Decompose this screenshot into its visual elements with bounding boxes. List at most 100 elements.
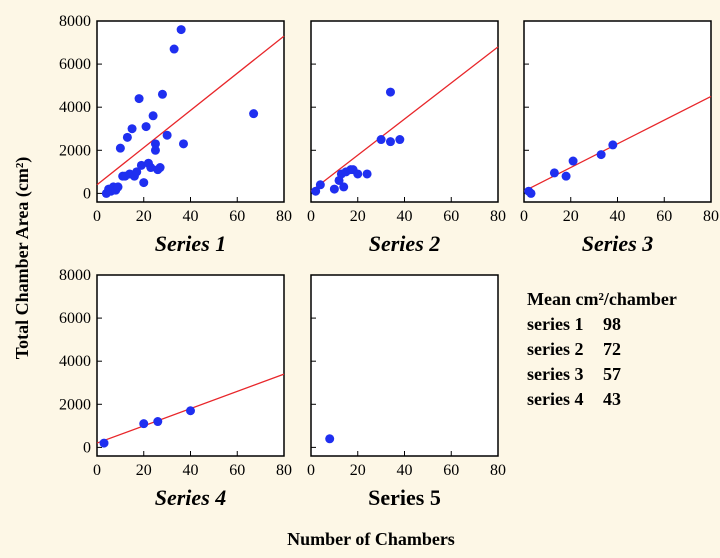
panel-title: Series 3 — [582, 231, 654, 256]
y-tick-label: 8000 — [59, 267, 91, 284]
data-point — [141, 122, 151, 132]
x-tick-label: 80 — [490, 208, 506, 225]
x-tick-label: 60 — [443, 208, 459, 225]
panel-series-4: 0 2000 4000 6000 8000 0 20 40 60 80 Series 4 — [59, 267, 292, 510]
x-tick-label: 0 — [307, 208, 315, 225]
plot-area — [310, 274, 499, 457]
data-point — [315, 180, 325, 190]
data-point — [134, 94, 144, 104]
x-tick-label: 20 — [350, 208, 366, 225]
x-tick-label: 20 — [563, 208, 579, 225]
x-tick-label: 0 — [93, 208, 101, 225]
x-tick-label: 0 — [307, 462, 315, 479]
x-tick-label: 80 — [276, 462, 292, 479]
x-tick-label: 0 — [520, 208, 528, 225]
y-tick-label: 2000 — [59, 142, 91, 159]
data-point — [596, 150, 606, 160]
stats-row-2-label: series 2 — [527, 339, 583, 359]
x-tick-label: 40 — [183, 208, 199, 225]
panel-series-1: 0 2000 4000 6000 8000 0 20 40 60 80 Series 1 — [59, 13, 292, 256]
stats-row-1-label: series 1 — [527, 314, 583, 334]
data-point — [136, 160, 146, 170]
x-tick-label: 60 — [443, 462, 459, 479]
data-point — [249, 109, 259, 119]
data-point — [362, 169, 372, 179]
data-point — [353, 169, 363, 179]
x-tick-label: 40 — [610, 208, 626, 225]
x-tick-label: 0 — [93, 462, 101, 479]
x-tick-label: 40 — [183, 462, 199, 479]
plot-area — [96, 274, 285, 457]
panel-series-3: 0 20 40 60 80 Series 3 — [520, 20, 719, 256]
data-point — [186, 406, 195, 416]
stats-row-4-label: series 4 — [527, 389, 583, 409]
stats-row-3-label: series 3 — [527, 364, 583, 384]
data-point — [329, 184, 339, 194]
data-point — [325, 434, 335, 444]
data-point — [568, 156, 578, 166]
data-point — [139, 419, 149, 429]
panel-title: Series 2 — [369, 231, 441, 256]
data-point — [311, 186, 321, 196]
data-point — [561, 171, 571, 181]
data-point — [146, 163, 156, 173]
x-tick-label: 20 — [136, 462, 152, 479]
data-point — [127, 124, 137, 134]
data-point — [122, 132, 132, 142]
data-point — [178, 139, 188, 149]
x-tick-label: 60 — [656, 208, 672, 225]
x-tick-label: 60 — [229, 462, 245, 479]
stats-row-4-value: 43 — [603, 389, 621, 409]
data-point — [99, 438, 109, 448]
trendline — [96, 35, 285, 186]
x-axis-label: Number of Chambers — [287, 529, 455, 549]
data-point — [115, 143, 125, 153]
panel-series-2: 0 20 40 60 80 Series 2 — [307, 20, 506, 256]
x-tick-label: 80 — [276, 208, 292, 225]
x-tick-label: 80 — [703, 208, 719, 225]
panel-series-5: 0 20 40 60 80 Series 5 — [307, 274, 506, 510]
y-tick-label: 2000 — [59, 396, 91, 413]
data-point — [150, 145, 160, 155]
x-tick-label: 40 — [397, 208, 413, 225]
y-tick-label: 8000 — [59, 13, 91, 30]
data-point — [339, 182, 349, 192]
x-tick-label: 80 — [490, 462, 506, 479]
data-point — [176, 25, 186, 35]
x-tick-label: 20 — [136, 208, 152, 225]
data-point — [155, 163, 165, 173]
stats-row-1-value: 98 — [603, 314, 621, 334]
data-point — [376, 135, 386, 145]
data-point — [157, 89, 167, 99]
data-point — [150, 139, 160, 149]
x-tick-label: 60 — [229, 208, 245, 225]
data-point — [162, 130, 172, 140]
y-axis-label: Total Chamber Area (cm²) — [12, 157, 33, 360]
data-point — [132, 167, 142, 177]
data-point — [385, 137, 395, 147]
data-point — [113, 182, 123, 192]
y-tick-label: 6000 — [59, 310, 91, 327]
data-point — [395, 135, 405, 145]
panel-title: Series 4 — [155, 485, 227, 510]
y-tick-label: 0 — [83, 185, 91, 202]
y-tick-label: 6000 — [59, 56, 91, 73]
data-point — [148, 111, 158, 121]
data-point — [549, 168, 559, 178]
y-tick-label: 4000 — [59, 353, 91, 370]
stats-row-3-value: 57 — [603, 364, 621, 384]
stats-heading: Mean cm²/chamber — [527, 289, 677, 309]
data-point — [526, 188, 536, 198]
y-tick-label: 4000 — [59, 99, 91, 116]
stats-table: Mean cm²/chamber series 1 98 series 2 72… — [527, 289, 677, 409]
data-point — [139, 178, 149, 188]
x-tick-label: 20 — [350, 462, 366, 479]
data-point — [169, 44, 179, 54]
data-point — [153, 417, 163, 427]
stats-row-2-value: 72 — [603, 339, 621, 359]
panel-title: Series 5 — [368, 485, 441, 510]
panel-title: Series 1 — [155, 231, 227, 256]
x-tick-label: 40 — [397, 462, 413, 479]
